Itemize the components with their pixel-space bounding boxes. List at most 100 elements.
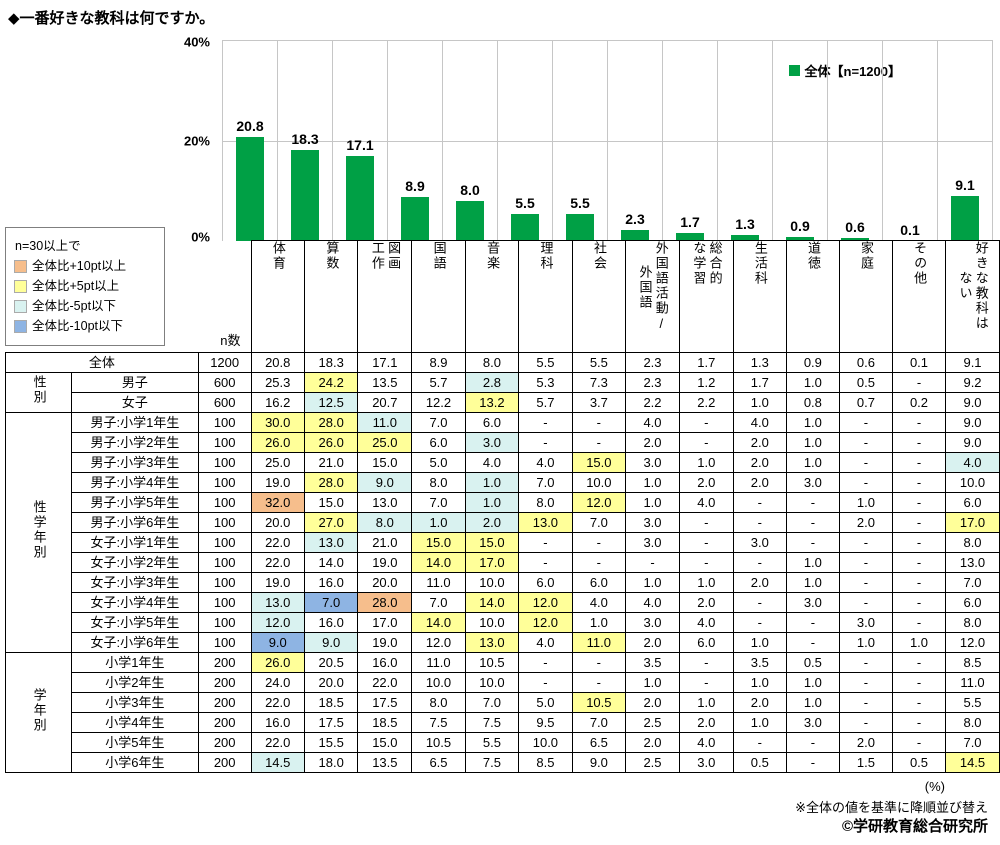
value-cell: 5.0 (518, 692, 573, 713)
value-cell: 7.0 (945, 732, 1000, 753)
value-cell: 7.0 (411, 492, 466, 513)
value-cell: 1.0 (785, 412, 840, 433)
value-cell: 5.3 (518, 372, 573, 393)
bar (456, 201, 484, 241)
bar (566, 213, 594, 241)
value-cell: 9.0 (357, 472, 413, 493)
row-label: 男子:小学3年生 (71, 452, 199, 473)
value-cell: 7.5 (464, 712, 520, 733)
value-cell: 0.5 (891, 752, 947, 773)
value-cell: 1.7 (732, 372, 787, 393)
y-axis-tick-0: 0% (191, 229, 210, 245)
column-header: 図画 工作 (357, 240, 413, 353)
threshold-color-swatch (14, 300, 27, 313)
value-cell: 18.0 (303, 752, 359, 773)
value-cell: 2.0 (678, 472, 734, 493)
bar-value-label: 8.9 (405, 177, 425, 194)
value-cell: 1.0 (891, 632, 947, 653)
y-axis-tick-20: 20% (183, 133, 210, 149)
sort-order-note: ※全体の値を基準に降順並び替え (795, 800, 988, 815)
column-header: 好きな教科は ない (945, 240, 1000, 353)
value-cell: 5.5 (464, 732, 520, 753)
value-cell: 1.0 (625, 572, 680, 593)
page-title: ◆一番好きな教科は何ですか。 (8, 10, 215, 27)
table-row: 男子:小学6年生 100 20.0 27.0 8.0 1.0 2.0 13.0 7.0 3.0- -… (6, 512, 1000, 533)
value-cell: 16.0 (250, 712, 305, 733)
table-body: 全体 1200 20.8 18.3 17.1 8.9 8.0 5.5 5.5 2.3 1.7 1.3 0… (5, 352, 1000, 773)
value-cell: 22.0 (250, 732, 305, 753)
value-cell: - (891, 692, 947, 713)
value-cell: 3.0 (785, 592, 840, 613)
value-cell: - (838, 672, 893, 693)
value-cell: 17.0 (464, 552, 520, 573)
value-cell: 15.5 (303, 732, 359, 753)
value-cell: - (891, 372, 947, 393)
value-cell: 7.5 (464, 752, 520, 773)
n-column-header-cell: n数 (6, 241, 252, 353)
value-cell: 4.0 (678, 612, 734, 633)
value-cell: 25.0 (250, 452, 305, 473)
value-cell: 1.0 (571, 612, 627, 633)
value-cell: 9.2 (945, 372, 1000, 393)
value-cell: - (891, 672, 947, 693)
chart-column: 18.3 (278, 41, 333, 241)
value-cell: 1.5 (838, 752, 893, 773)
threshold-item-label: 全体比-5pt以下 (32, 299, 117, 313)
value-cell: - (678, 652, 734, 673)
value-cell: 4.0 (625, 412, 680, 433)
table-row: 女子:小学2年生 100 22.0 14.0 19.0 14.0 17.0- - - - -1.0-… (6, 552, 1000, 573)
bar-value-label: 0.1 (900, 221, 920, 238)
value-cell: 8.0 (357, 512, 413, 533)
value-cell: 26.0 (250, 652, 305, 673)
value-cell: 0.6 (838, 352, 893, 373)
table-row: 小学2年生 200 24.0 20.0 22.0 10.0 10.0- -1.0-1.0 1.0… (6, 672, 1000, 693)
table-row: 女子:小学6年生 100 9.0 9.0 19.0 12.0 13.0 4.0 11.0 2.0 6… (6, 632, 1000, 653)
y-axis-tick-40: 40% (183, 34, 210, 50)
threshold-item-label: 全体比+10pt以上 (32, 259, 127, 273)
column-header-text: その他 (912, 241, 928, 286)
value-cell: 7.0 (303, 592, 359, 613)
bar (291, 149, 319, 241)
table-row: 女子:小学5年生 100 12.0 16.0 17.0 14.0 10.0 12.0 1.0 3.… (6, 612, 1000, 633)
chart-column: 17.1 (333, 41, 388, 241)
value-cell: 2.0 (625, 632, 680, 653)
value-cell: - (518, 652, 573, 673)
value-cell: 11.0 (411, 652, 466, 673)
value-cell: 2.5 (625, 752, 680, 773)
value-cell: 28.0 (357, 592, 413, 613)
value-cell: 25.0 (357, 432, 413, 453)
value-cell: 11.0 (411, 572, 466, 593)
value-cell: 4.0 (625, 592, 680, 613)
value-cell: - (571, 672, 627, 693)
table-row: 性別 男子 600 25.3 24.2 13.5 5.7 2.8 5.3 7.3 2.3 1.2 1.7… (5, 372, 1000, 413)
bar-value-label: 1.7 (680, 213, 700, 230)
value-cell: 8.0 (518, 492, 573, 513)
value-cell: 1.0 (411, 512, 466, 533)
value-cell: 1.0 (785, 372, 840, 393)
column-header-text: 家庭 (859, 241, 875, 271)
value-cell: 0.5 (785, 652, 840, 673)
value-cell: 13.0 (303, 532, 359, 553)
value-cell: 1.0 (464, 492, 520, 513)
value-cell: - (838, 532, 893, 553)
value-cell: 3.0 (838, 612, 893, 633)
value-cell: 4.0 (678, 492, 734, 513)
value-cell: 21.0 (303, 452, 359, 473)
table-row: 学年別 小学1年生 200 26.0 20.5 16.0 11.0 10.5- -3.5-3.5… (5, 652, 1000, 773)
column-header: 外国語活動/ 外国語 (625, 240, 680, 353)
value-cell: 1.0 (838, 492, 893, 513)
bar (951, 195, 979, 241)
value-cell: - (732, 492, 787, 513)
value-cell: 8.0 (945, 532, 1000, 553)
column-header: 生活科 (732, 240, 787, 353)
value-cell: 2.3 (625, 352, 680, 373)
n-value: 100 (197, 412, 252, 433)
table-row: 女子 600 16.2 12.5 20.7 12.2 13.2 5.7 3.7 2.2 2.2 1.0… (6, 392, 1000, 413)
n-value: 200 (197, 672, 252, 693)
value-cell: 1.0 (732, 392, 787, 413)
value-cell: 0.7 (838, 392, 893, 413)
n-value: 200 (197, 712, 252, 733)
value-cell: 6.0 (571, 572, 627, 593)
table-row: 性学年別 男子:小学1年生 100 30.0 28.0 11.0 7.0 6.0- -4.0-4… (5, 412, 1000, 653)
column-header-text: 音楽 (485, 241, 501, 271)
